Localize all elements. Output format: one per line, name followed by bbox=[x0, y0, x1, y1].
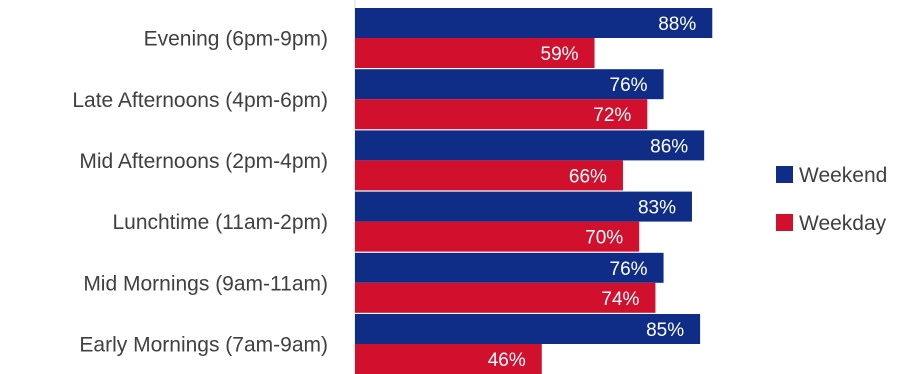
bar-weekend bbox=[355, 69, 664, 100]
bars-layer bbox=[355, 8, 713, 374]
data-label-weekday: 66% bbox=[569, 166, 607, 187]
bar-weekend bbox=[355, 8, 713, 38]
bar-weekend bbox=[355, 252, 664, 283]
data-label-weekday: 72% bbox=[593, 105, 631, 126]
bar-weekday bbox=[355, 38, 595, 68]
legend-label-weekday: Weekday bbox=[799, 212, 887, 235]
legend: Weekend Weekday bbox=[776, 164, 887, 235]
data-label-weekend: 85% bbox=[646, 320, 684, 341]
data-label-weekday: 74% bbox=[601, 289, 639, 310]
value-labels: 88% 59% 76% 72% 86% 66% 83% 70% 76% 74% 85% 46% bbox=[488, 14, 697, 371]
data-label-weekend: 76% bbox=[610, 75, 648, 96]
category-label: Late Afternoons (4pm-6pm) bbox=[72, 89, 328, 112]
category-label: Mid Mornings (9am-11am) bbox=[83, 272, 328, 295]
bar-weekday bbox=[355, 99, 648, 130]
category-label: Early Mornings (7am-9am) bbox=[79, 334, 328, 357]
data-label-weekday: 70% bbox=[585, 228, 623, 249]
category-labels: Evening (6pm-9pm) Late Afternoons (4pm-6p… bbox=[72, 28, 328, 357]
category-label: Evening (6pm-9pm) bbox=[144, 28, 328, 51]
data-label-weekend: 86% bbox=[650, 136, 688, 157]
category-label: Mid Afternoons (2pm-4pm) bbox=[79, 150, 328, 173]
bar-weekday bbox=[355, 160, 623, 191]
data-label-weekday: 46% bbox=[488, 350, 526, 371]
legend-label-weekend: Weekend bbox=[799, 164, 887, 187]
data-label-weekday: 59% bbox=[541, 44, 579, 65]
data-label-weekend: 88% bbox=[658, 14, 696, 35]
bar-weekday bbox=[355, 282, 656, 313]
bar-weekday bbox=[355, 344, 542, 374]
legend-swatch-weekend bbox=[776, 166, 793, 183]
bar-weekend bbox=[355, 130, 705, 161]
bar-weekend bbox=[355, 314, 701, 344]
category-label: Lunchtime (11am-2pm) bbox=[112, 211, 328, 234]
bar-weekend bbox=[355, 191, 692, 222]
legend-swatch-weekday bbox=[776, 214, 793, 231]
data-label-weekend: 76% bbox=[610, 259, 648, 280]
bar-weekday bbox=[355, 221, 640, 252]
data-label-weekend: 83% bbox=[638, 198, 676, 219]
